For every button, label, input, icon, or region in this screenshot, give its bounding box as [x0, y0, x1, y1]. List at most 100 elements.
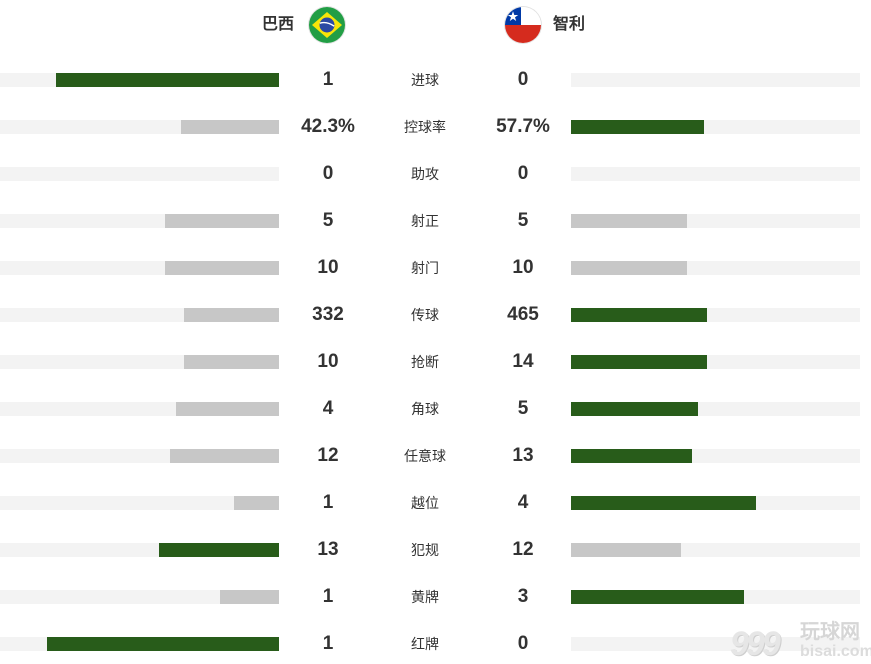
away-stat-bar [571, 496, 756, 510]
home-stat-track [0, 167, 279, 181]
stat-label: 任意球 [404, 448, 446, 464]
away-stat-track [571, 355, 860, 369]
stat-label: 助攻 [411, 166, 439, 182]
home-stat-bar [165, 214, 279, 228]
home-stat-bar [181, 120, 279, 134]
home-stat-bar [234, 496, 279, 510]
site-watermark: 999 玩球网 bisai.com [728, 618, 871, 664]
away-stat-value: 14 [512, 351, 534, 372]
away-stat-track [571, 120, 860, 134]
home-stat-value: 42.3% [301, 116, 355, 137]
away-stat-bar [571, 543, 681, 557]
away-stat-value: 5 [517, 210, 529, 231]
away-stat-bar [571, 308, 707, 322]
stat-row: 13 犯规 12 [0, 536, 871, 564]
stat-row: 1 红牌 0 [0, 630, 871, 658]
home-stat-bar [184, 355, 279, 369]
home-stat-value: 0 [322, 163, 334, 184]
watermark-chinese: 玩球网 [800, 621, 860, 643]
home-stat-bar [176, 402, 279, 416]
stat-label: 黄牌 [411, 589, 439, 605]
home-stat-bar [165, 261, 279, 275]
away-stat-value: 0 [517, 69, 529, 90]
home-stat-track [0, 355, 279, 369]
away-stat-bar [571, 214, 687, 228]
away-stat-track [571, 261, 860, 275]
home-stat-value: 1 [322, 586, 334, 607]
away-stat-track [571, 449, 860, 463]
stat-label: 角球 [411, 401, 439, 417]
match-header: 巴西 智利 [0, 0, 871, 50]
away-stat-bar [571, 590, 744, 604]
home-stat-value: 332 [312, 304, 344, 325]
home-stat-track [0, 402, 279, 416]
away-stat-value: 4 [517, 492, 529, 513]
brazil-flag-icon[interactable] [309, 7, 345, 43]
stat-label: 射正 [411, 213, 439, 229]
stat-row: 1 越位 4 [0, 489, 871, 517]
home-stat-track [0, 543, 279, 557]
away-team-name[interactable]: 智利 [553, 16, 586, 33]
home-stat-bar [56, 73, 279, 87]
stat-label: 控球率 [404, 119, 446, 135]
away-stat-value: 0 [517, 633, 529, 654]
stat-label: 抢断 [411, 354, 439, 370]
stat-row: 4 角球 5 [0, 395, 871, 423]
home-stat-track [0, 449, 279, 463]
away-stat-track [571, 590, 860, 604]
home-team-name[interactable]: 巴西 [261, 16, 294, 33]
home-stat-bar [170, 449, 279, 463]
stat-row: 332 传球 465 [0, 301, 871, 329]
stat-label: 进球 [411, 72, 439, 88]
stat-row: 1 进球 0 [0, 66, 871, 94]
home-stat-value: 4 [322, 398, 334, 419]
away-stat-value: 0 [517, 163, 529, 184]
away-stat-track [571, 73, 860, 87]
away-stat-track [571, 308, 860, 322]
away-stat-track [571, 543, 860, 557]
home-stat-value: 1 [322, 492, 334, 513]
away-stat-bar [571, 261, 687, 275]
home-stat-track [0, 637, 279, 651]
away-stat-value: 57.7% [496, 116, 550, 137]
stat-label: 射门 [411, 260, 439, 276]
home-stat-value: 1 [322, 633, 334, 654]
away-stat-value: 465 [507, 304, 539, 325]
home-stat-track [0, 214, 279, 228]
home-stat-track [0, 261, 279, 275]
home-stat-bar [184, 308, 279, 322]
stat-row: 42.3% 控球率 57.7% [0, 113, 871, 141]
away-stat-value: 13 [512, 445, 534, 466]
home-stat-value: 10 [317, 257, 339, 278]
away-stat-value: 10 [512, 257, 534, 278]
home-stat-value: 5 [322, 210, 334, 231]
home-stat-value: 13 [317, 539, 339, 560]
home-stat-bar [220, 590, 279, 604]
away-stat-value: 3 [517, 586, 529, 607]
home-stat-track [0, 496, 279, 510]
home-stat-track [0, 590, 279, 604]
home-stat-track [0, 73, 279, 87]
watermark-domain: bisai.com [800, 643, 871, 660]
watermark-digits: 999 [730, 625, 781, 663]
away-stat-track [571, 496, 860, 510]
stat-row: 10 抢断 14 [0, 348, 871, 376]
stat-row: 1 黄牌 3 [0, 583, 871, 611]
home-stat-value: 10 [317, 351, 339, 372]
home-stat-value: 12 [317, 445, 339, 466]
away-stat-track [571, 167, 860, 181]
stat-label: 传球 [411, 307, 439, 323]
away-stat-bar [571, 402, 698, 416]
stat-row: 12 任意球 13 [0, 442, 871, 470]
stat-row: 5 射正 5 [0, 207, 871, 235]
home-stat-track [0, 308, 279, 322]
home-stat-bar [159, 543, 279, 557]
home-stat-track [0, 120, 279, 134]
stat-label: 越位 [411, 495, 439, 511]
stat-label: 犯规 [411, 542, 439, 558]
away-stat-bar [571, 120, 704, 134]
stat-label: 红牌 [411, 636, 439, 652]
away-stat-bar [571, 449, 692, 463]
home-stat-value: 1 [322, 69, 334, 90]
chile-flag-icon[interactable] [505, 7, 541, 43]
